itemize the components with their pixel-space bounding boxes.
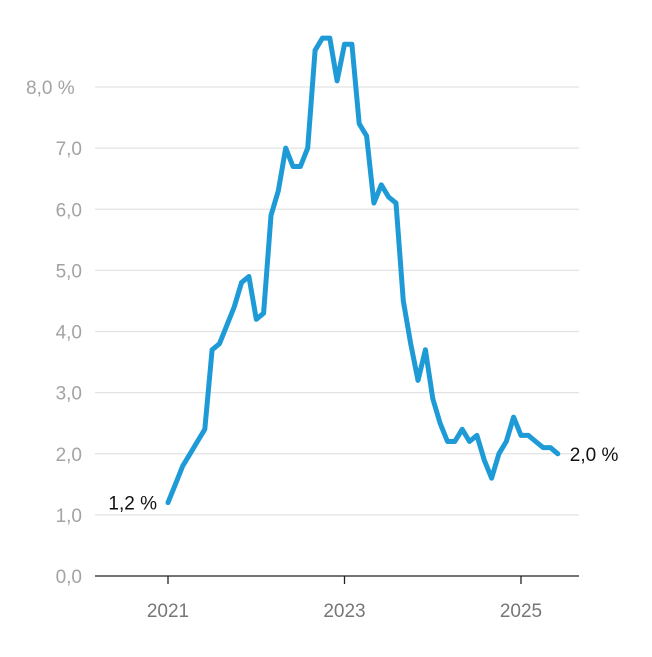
y-tick-label: 3,0 [56,384,82,405]
x-tick-label: 2025 [500,601,542,622]
start-value-label: 1,2 % [108,494,157,515]
y-tick-label: 1,0 [56,506,82,527]
y-tick-label: 2,0 [56,445,82,466]
y-tick-label: 0,0 [56,567,82,588]
x-tick-label: 2023 [323,601,365,622]
y-tick-label: 7,0 [56,139,82,160]
series-line-inflation [165,35,561,506]
y-tick-label: 4,0 [56,323,82,344]
y-tick-label: 8,0 % [26,78,75,99]
x-tick-label: 2021 [147,601,189,622]
y-tick-label: 5,0 [56,261,82,282]
y-tick-label: 6,0 [56,200,82,221]
end-value-label: 2,0 % [570,445,619,466]
